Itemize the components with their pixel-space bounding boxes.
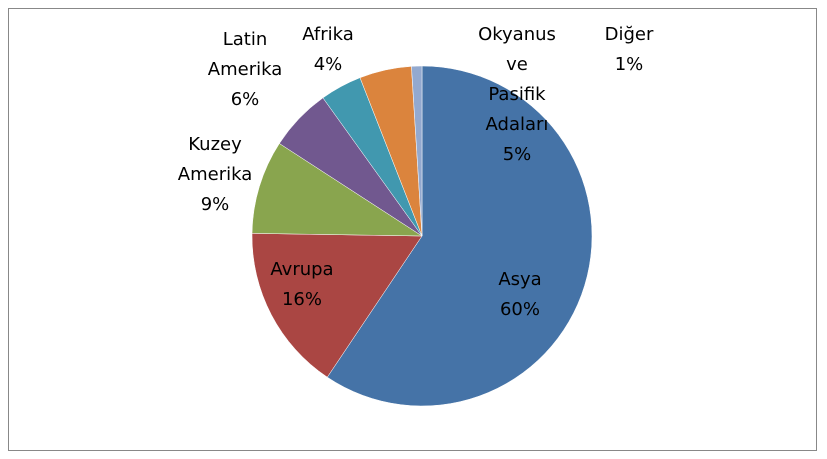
category-label: Diğer — [604, 24, 654, 45]
category-label: Kuzey Amerika — [177, 134, 253, 185]
category-label: Okyanus ve Pasifik Adaları — [478, 24, 556, 135]
value-label: 6% — [230, 89, 260, 110]
category-label: Avrupa — [270, 259, 334, 280]
category-label: Latin Amerika — [207, 29, 283, 80]
slice-label: Afrika 4% — [288, 20, 368, 80]
slice-label: Okyanus ve Pasifik Adaları 5% — [477, 20, 557, 170]
slice-label: Kuzey Amerika 9% — [170, 130, 260, 220]
value-label: 1% — [614, 54, 644, 75]
value-label: 4% — [313, 54, 343, 75]
pie-slice — [251, 143, 423, 237]
slice-label: Asya 60% — [470, 265, 570, 325]
chart-frame — [8, 8, 817, 451]
value-label: 5% — [502, 144, 532, 165]
pie-slice — [326, 65, 593, 407]
pie-slice — [411, 65, 423, 237]
slice-label: Avrupa 16% — [252, 255, 352, 315]
value-label: 9% — [200, 194, 230, 215]
value-label: 60% — [499, 299, 540, 320]
slice-label: Latin Amerika 6% — [200, 25, 290, 115]
category-label: Asya — [498, 269, 542, 290]
value-label: 16% — [281, 289, 322, 310]
slice-label: Diğer 1% — [564, 20, 694, 80]
category-label: Afrika — [302, 24, 354, 45]
pie-slice — [251, 233, 423, 378]
